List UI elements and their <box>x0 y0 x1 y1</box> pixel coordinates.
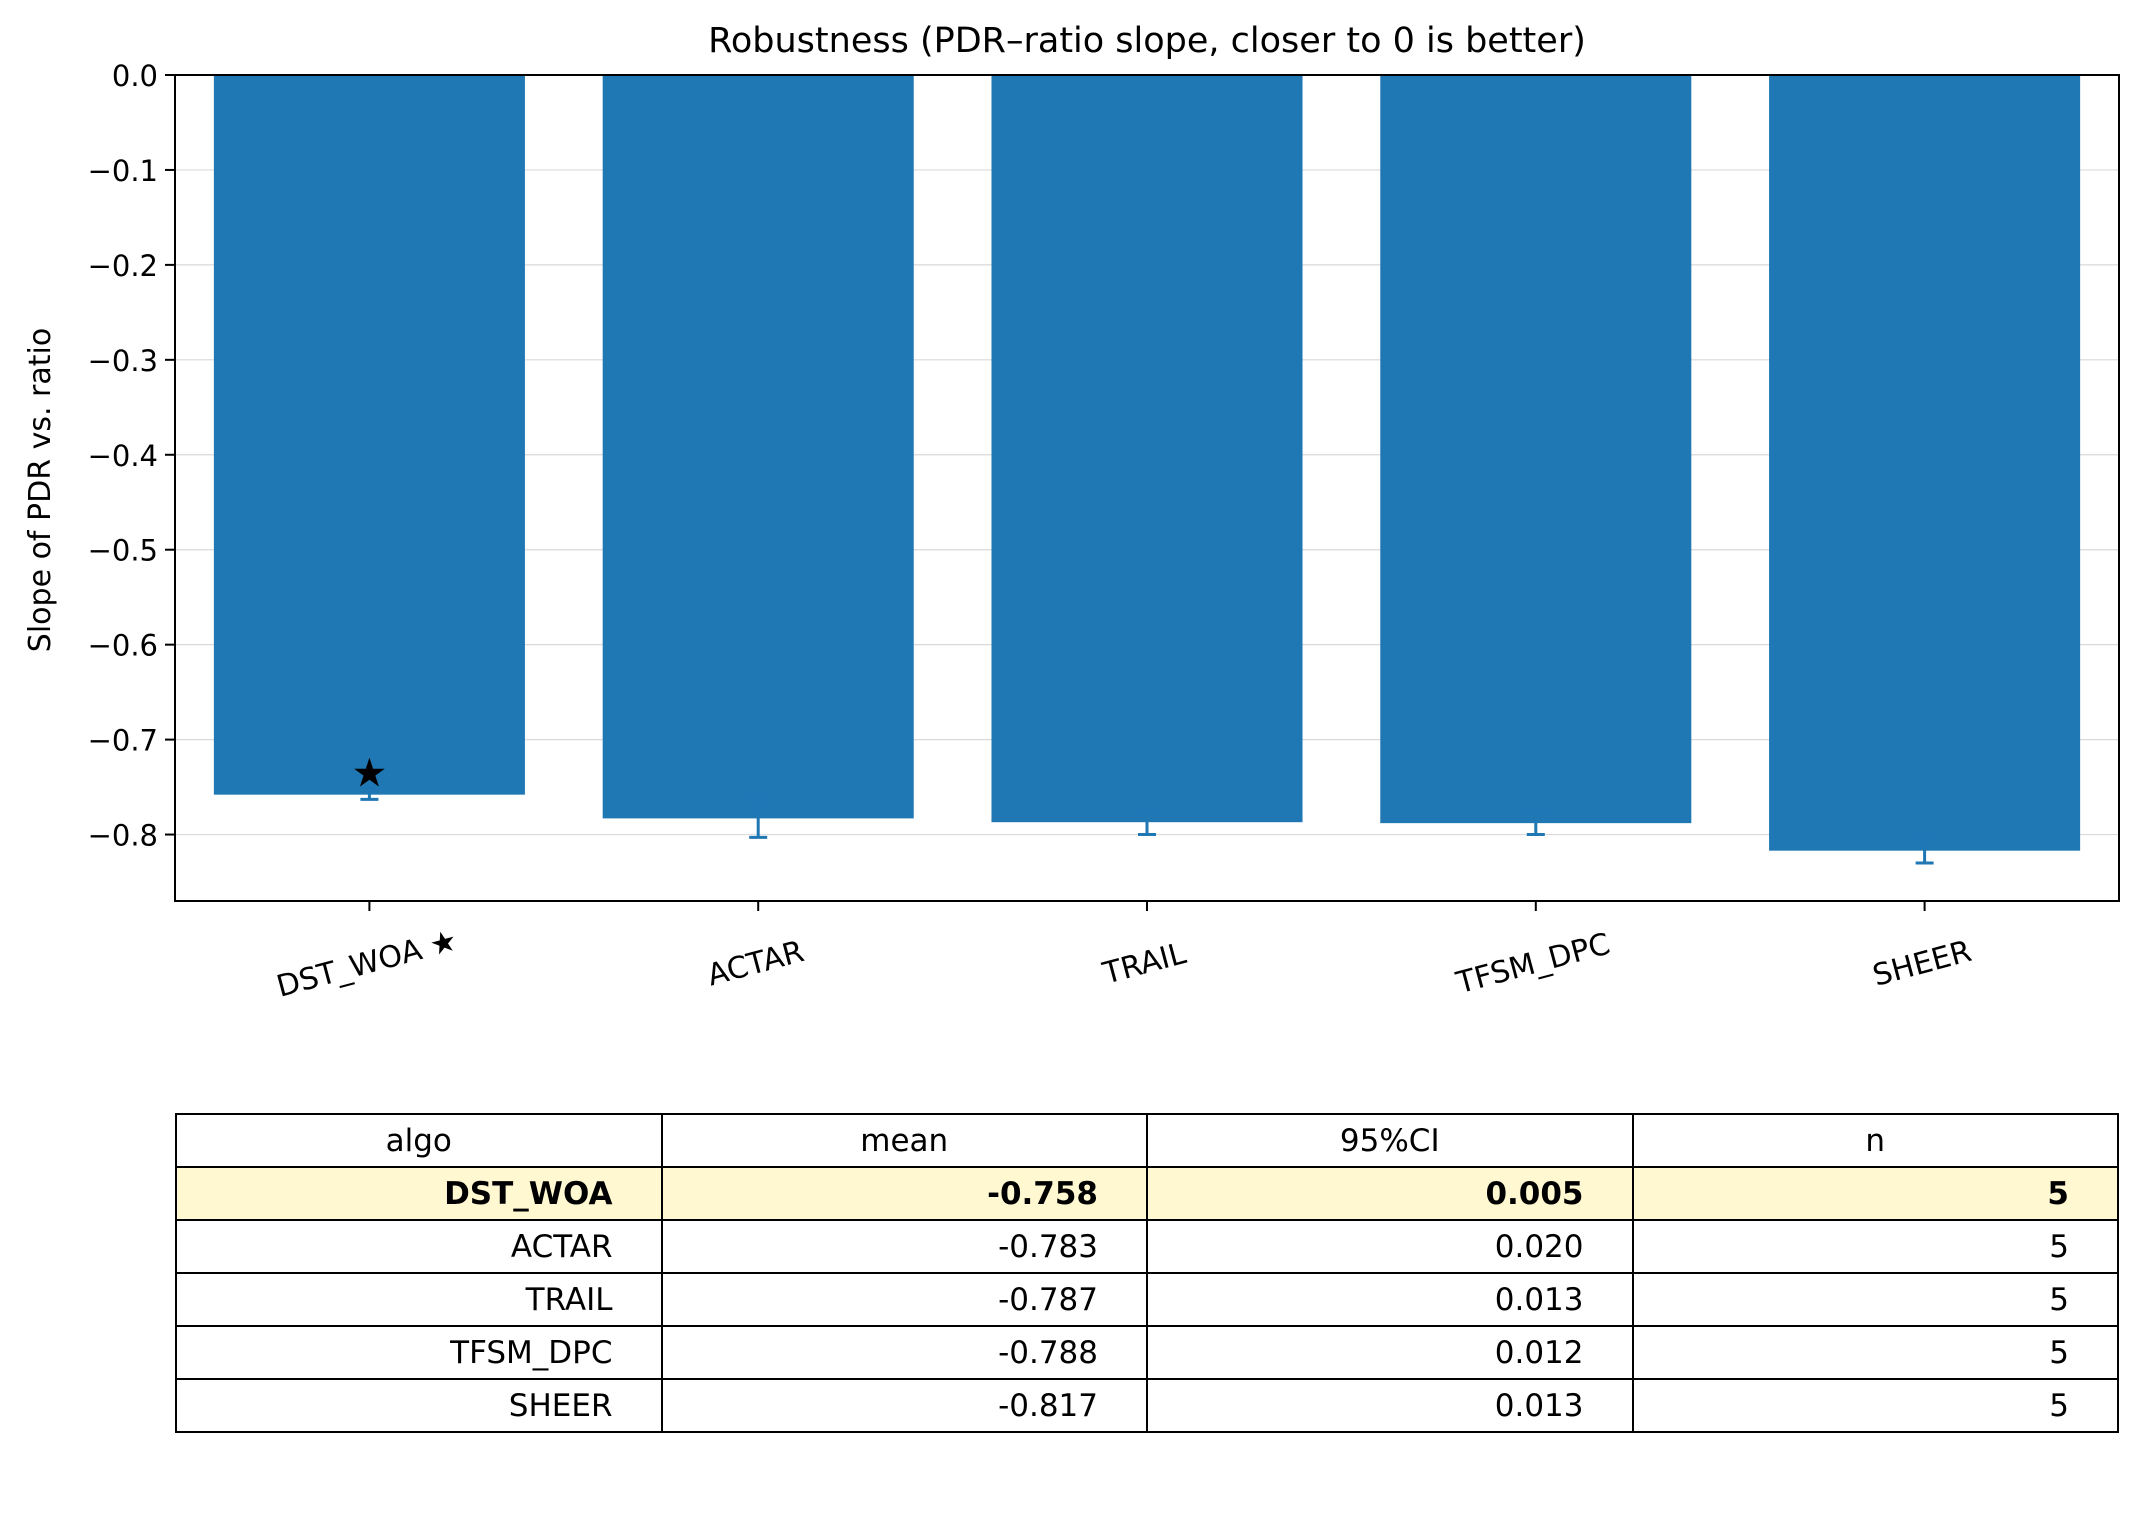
cell-ci: 0.020 <box>1146 1219 1634 1274</box>
y-tick-label: −0.3 <box>88 344 158 378</box>
x-tick-label: DST_WOA ★ <box>273 923 461 1005</box>
y-tick-label: −0.2 <box>88 249 158 283</box>
cell-algo: SHEER <box>175 1378 663 1433</box>
x-tick-label: TRAIL <box>1098 936 1189 992</box>
y-tick-label: −0.8 <box>88 819 158 853</box>
table-row-best: DST_WOA -0.758 0.005 5 <box>175 1166 2119 1221</box>
summary-table: algo mean 95%CI n DST_WOA -0.758 0.005 5… <box>175 1113 2119 1433</box>
y-tick-label: −0.1 <box>88 154 158 188</box>
cell-mean: -0.787 <box>660 1272 1148 1327</box>
table-row: SHEER -0.817 0.013 5 <box>175 1378 2119 1433</box>
x-tick-label: ACTAR <box>704 934 808 993</box>
cell-algo: ACTAR <box>175 1219 663 1274</box>
bar <box>1769 75 2081 851</box>
y-axis-label: Slope of PDR vs. ratio <box>23 328 58 652</box>
table-row: TFSM_DPC -0.788 0.012 5 <box>175 1325 2119 1380</box>
x-tick-label: TFSM_DPC <box>1452 927 1614 1002</box>
header-mean: mean <box>660 1113 1148 1168</box>
cell-algo: TFSM_DPC <box>175 1325 663 1380</box>
cell-n: 5 <box>1631 1166 2119 1221</box>
cell-ci: 0.013 <box>1146 1272 1634 1327</box>
cell-n: 5 <box>1631 1325 2119 1380</box>
cell-mean: -0.817 <box>660 1378 1148 1433</box>
bar <box>213 75 525 795</box>
cell-mean: -0.758 <box>660 1166 1148 1221</box>
table-row: ACTAR -0.783 0.020 5 <box>175 1219 2119 1274</box>
y-tick-label: −0.4 <box>88 439 158 473</box>
error-bars <box>360 788 1934 865</box>
cell-algo: DST_WOA <box>175 1166 663 1221</box>
cell-algo: TRAIL <box>175 1272 663 1327</box>
table-header-row: algo mean 95%CI n <box>175 1113 2119 1168</box>
y-tick-label: −0.7 <box>88 724 158 758</box>
cell-mean: -0.788 <box>660 1325 1148 1380</box>
cell-ci: 0.013 <box>1146 1378 1634 1433</box>
bars <box>213 75 2081 851</box>
table-row: TRAIL -0.787 0.013 5 <box>175 1272 2119 1327</box>
cell-ci: 0.012 <box>1146 1325 1634 1380</box>
header-algo: algo <box>175 1113 663 1168</box>
y-tick-label: −0.5 <box>88 534 158 568</box>
bar <box>1380 75 1692 824</box>
best-markers: ★ <box>351 751 387 797</box>
bar <box>991 75 1303 823</box>
cell-ci: 0.005 <box>1146 1166 1634 1221</box>
cell-n: 5 <box>1631 1272 2119 1327</box>
y-axis-ticks: 0.0 −0.1 −0.2 −0.3 −0.4 −0.5 −0.6 −0.7 −0.8 <box>88 59 175 853</box>
cell-n: 5 <box>1631 1378 2119 1433</box>
x-axis-ticks: DST_WOA ★ ACTAR TRAIL TFSM_DPC SHEER <box>273 901 1975 1005</box>
chart-title: Robustness (PDR–ratio slope, closer to 0… <box>708 21 1586 61</box>
y-tick-label: 0.0 <box>112 59 158 93</box>
bar <box>602 75 914 819</box>
x-tick-label: SHEER <box>1869 934 1975 994</box>
header-n: n <box>1631 1113 2119 1168</box>
header-ci: 95%CI <box>1146 1113 1634 1168</box>
y-tick-label: −0.6 <box>88 629 158 663</box>
cell-mean: -0.783 <box>660 1219 1148 1274</box>
best-star-marker: ★ <box>351 751 387 797</box>
cell-n: 5 <box>1631 1219 2119 1274</box>
